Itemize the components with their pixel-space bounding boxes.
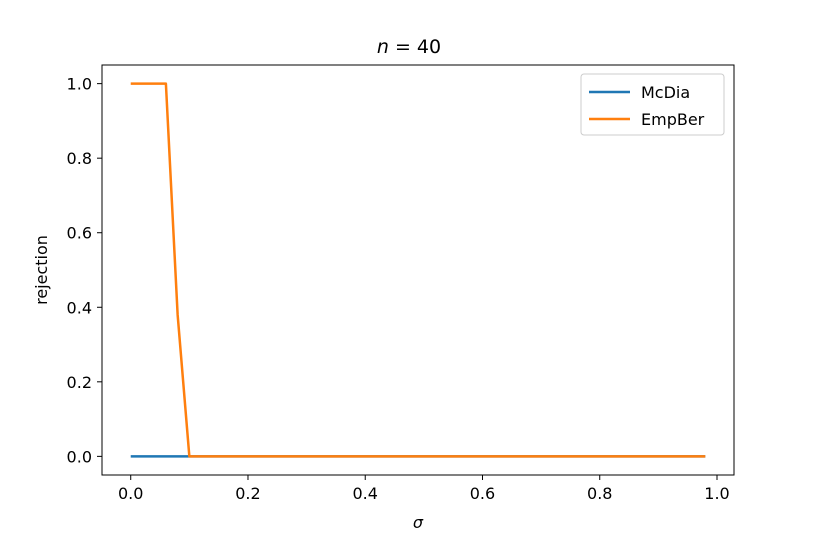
y-axis-label: rejection — [32, 235, 51, 305]
y-tick-label: 1.0 — [67, 75, 92, 94]
x-tick-label: 0.4 — [353, 484, 378, 503]
chart-title: n = 40 — [377, 36, 441, 58]
x-tick-label: 0.8 — [587, 484, 612, 503]
axes-frame — [101, 64, 735, 476]
y-tick-label: 0.4 — [67, 298, 92, 317]
chart-title-italic: n — [377, 36, 389, 58]
ticks-layer: 0.0 0.2 0.4 0.6 0.8 1.0 0.0 0.2 0.4 0.6 0.8 1.0 — [67, 75, 730, 503]
legend-label-mcdia: McDia — [641, 83, 690, 102]
series-layer — [130, 82, 706, 458]
x-axis-label: σ — [413, 513, 424, 532]
chart-title-rest: = 40 — [389, 36, 441, 58]
series-line-empber — [130, 82, 706, 458]
x-tick-label: 1.0 — [704, 484, 729, 503]
legend: McDia EmpBer — [580, 73, 725, 136]
y-tick-label: 0.8 — [67, 149, 92, 168]
x-tick-label: 0.6 — [470, 484, 495, 503]
y-tick-label: 0.0 — [67, 447, 92, 466]
y-tick-label: 0.6 — [67, 224, 92, 243]
plot-area-frame — [101, 64, 735, 476]
x-tick-label: 0.2 — [235, 484, 260, 503]
y-tick-label: 0.2 — [67, 373, 92, 392]
x-tick-label: 0.0 — [118, 484, 143, 503]
legend-label-empber: EmpBer — [641, 110, 705, 129]
